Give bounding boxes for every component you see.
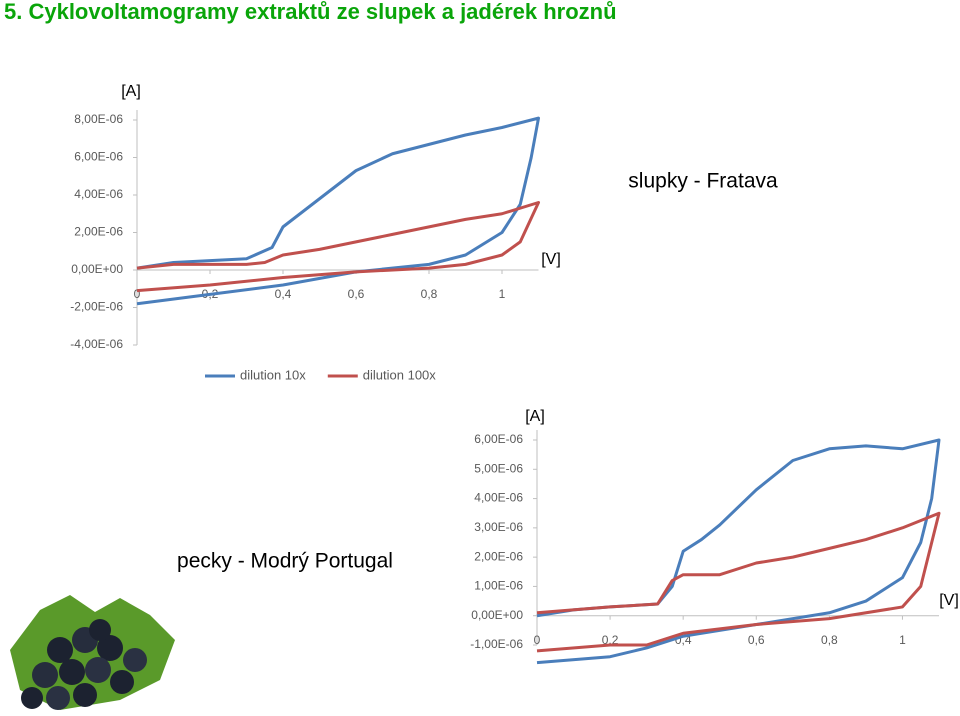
y-tick-label: 4,00E-06 (474, 491, 523, 505)
x-tick-label: 0,4 (275, 287, 292, 301)
y-tick-label: -4,00E-06 (70, 337, 123, 351)
y-tick-label: 6,00E-06 (74, 150, 123, 164)
y-tick-label: 6,00E-06 (474, 432, 523, 446)
series-line (136, 116, 540, 306)
series-line (536, 511, 941, 653)
x-tick-label: 0,8 (421, 287, 438, 301)
x-tick-label: 0,8 (821, 633, 838, 647)
y-tick-label: 5,00E-06 (474, 461, 523, 475)
legend-label: dilution 100x (363, 367, 436, 382)
legend-label: dilution 10x (240, 367, 306, 382)
chart-title: slupky - Fratava (628, 170, 778, 193)
x-tick-label: 0,6 (748, 633, 765, 647)
series-line (136, 201, 540, 293)
y-axis-label: [A] (525, 408, 545, 425)
y-tick-label: 1,00E-06 (474, 579, 523, 593)
y-tick-label: 3,00E-06 (474, 520, 523, 534)
x-tick-label: 1 (499, 287, 506, 301)
y-tick-label: 8,00E-06 (74, 112, 123, 126)
y-tick-label: 4,00E-06 (74, 187, 123, 201)
y-axis-label: [A] (121, 83, 141, 100)
slide-title: 5. Cyklovoltamogramy extraktů ze slupek … (4, 0, 617, 24)
y-tick-label: 0,00E+00 (471, 608, 523, 622)
y-tick-label: 0,00E+00 (71, 262, 123, 276)
y-tick-label: -2,00E-06 (70, 300, 123, 314)
series-line (536, 438, 941, 665)
x-tick-label: 0 (534, 633, 541, 647)
x-tick-label: 1 (899, 633, 906, 647)
y-tick-label: 2,00E-06 (74, 225, 123, 239)
y-tick-label: 2,00E-06 (474, 549, 523, 563)
y-tick-label: -1,00E-06 (470, 637, 523, 651)
chart-title: pecky - Modrý Portugal (177, 550, 393, 573)
x-axis-label: [V] (541, 251, 561, 268)
x-axis-label: [V] (939, 592, 959, 609)
x-tick-label: 0,6 (348, 287, 365, 301)
x-tick-label: 0,2 (602, 633, 619, 647)
x-tick-label: 0 (134, 287, 141, 301)
grape-image (10, 595, 175, 710)
